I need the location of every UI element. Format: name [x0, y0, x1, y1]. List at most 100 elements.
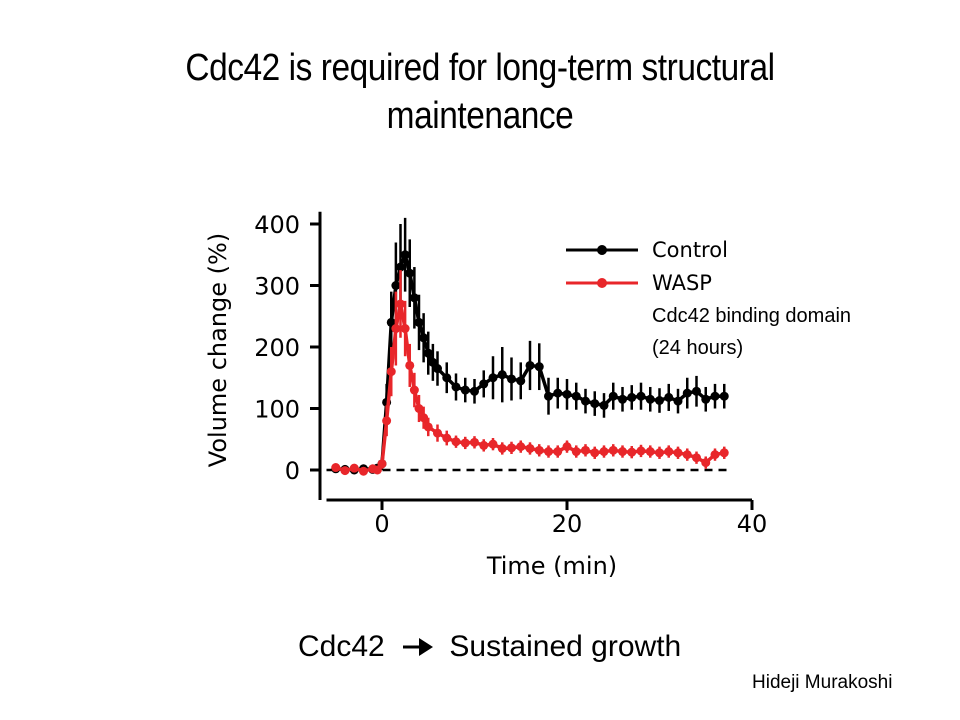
data-point [507, 374, 516, 384]
data-point [664, 392, 674, 402]
data-point [409, 385, 419, 395]
data-point [428, 357, 438, 367]
data-point [544, 447, 553, 457]
page-title: Cdc42 is required for long-term structur… [163, 44, 797, 140]
x-tick-label: 20 [552, 510, 583, 538]
data-point [581, 396, 590, 406]
x-ticks: 0 20 40 [374, 500, 767, 538]
right-arrow-icon [401, 633, 435, 657]
data-point [391, 281, 401, 290]
data-point [636, 446, 646, 456]
data-point [433, 428, 442, 438]
data-point [590, 448, 600, 458]
legend-item-wasp: WASP [566, 271, 712, 295]
legend-marker-control [597, 245, 607, 255]
y-axis-label: Volume change (%) [204, 233, 232, 467]
data-point [673, 448, 683, 458]
data-point [405, 268, 415, 278]
data-point [655, 396, 664, 406]
data-point [460, 385, 470, 395]
data-point [451, 437, 461, 447]
legend: Control WASP Cdc42 binding domain (24 ho… [566, 238, 851, 359]
data-point [599, 447, 609, 457]
data-point [405, 360, 415, 370]
data-point [451, 382, 461, 392]
series-layer [331, 217, 729, 476]
x-tick-label: 40 [737, 510, 768, 538]
data-point [719, 391, 729, 401]
title-line-2: maintenance [386, 95, 574, 137]
data-point [636, 391, 646, 401]
data-point [562, 389, 572, 399]
data-point [359, 466, 368, 476]
data-point [673, 396, 683, 406]
data-point [382, 416, 392, 426]
data-point [516, 376, 526, 386]
data-point [562, 442, 572, 452]
legend-item-control: Control [566, 238, 728, 262]
data-point [692, 453, 701, 463]
data-point [470, 386, 479, 396]
footer-right: Sustained growth [449, 630, 682, 663]
data-point [479, 379, 489, 389]
data-point [442, 433, 452, 443]
footer-left: Cdc42 [298, 630, 385, 663]
y-tick-label: 100 [254, 396, 300, 424]
data-point [627, 392, 637, 402]
legend-marker-wasp [597, 278, 607, 288]
data-point [608, 445, 618, 455]
footer-statement: Cdc42 Sustained growth [298, 630, 681, 664]
data-point [655, 448, 664, 458]
data-point [340, 466, 350, 476]
data-point [497, 370, 507, 380]
data-point [627, 447, 637, 457]
data-point [664, 447, 674, 457]
data-point [433, 364, 442, 374]
data-point [423, 422, 433, 432]
data-point [409, 293, 419, 303]
data-point [618, 394, 627, 404]
series-wasp [331, 270, 729, 476]
data-point [553, 388, 563, 398]
data-point [479, 440, 489, 450]
data-point [419, 413, 429, 423]
data-point [507, 443, 516, 453]
data-point [618, 447, 627, 457]
legend-label-control: Control [652, 238, 728, 262]
legend-note-line-2: (24 hours) [652, 337, 743, 359]
data-point [701, 394, 711, 404]
data-point [581, 445, 590, 455]
data-point [571, 391, 581, 401]
data-point [423, 348, 433, 358]
y-tick-label: 400 [254, 211, 300, 239]
data-point [719, 448, 729, 458]
data-point [682, 388, 692, 398]
legend-label-wasp: WASP [652, 271, 712, 295]
data-point [488, 373, 498, 383]
data-point [400, 250, 410, 260]
data-point [534, 362, 544, 372]
data-point [692, 386, 701, 396]
data-point [645, 447, 655, 457]
data-point [544, 391, 553, 401]
data-point [396, 262, 405, 272]
data-point [645, 394, 655, 404]
data-point [488, 439, 498, 449]
data-point [460, 438, 470, 448]
data-point [414, 404, 424, 413]
data-point [396, 299, 405, 309]
data-point [525, 360, 535, 370]
data-point [682, 450, 692, 460]
x-tick-label: 0 [374, 510, 389, 538]
data-point [590, 399, 600, 409]
data-point [525, 443, 535, 453]
data-point [414, 317, 424, 327]
data-point [599, 400, 609, 410]
data-point [571, 447, 581, 457]
title-line-1: Cdc42 is required for long-term structur… [185, 47, 775, 89]
data-point [516, 442, 526, 452]
data-point [377, 459, 387, 469]
data-point [710, 391, 720, 401]
data-point [470, 437, 479, 447]
